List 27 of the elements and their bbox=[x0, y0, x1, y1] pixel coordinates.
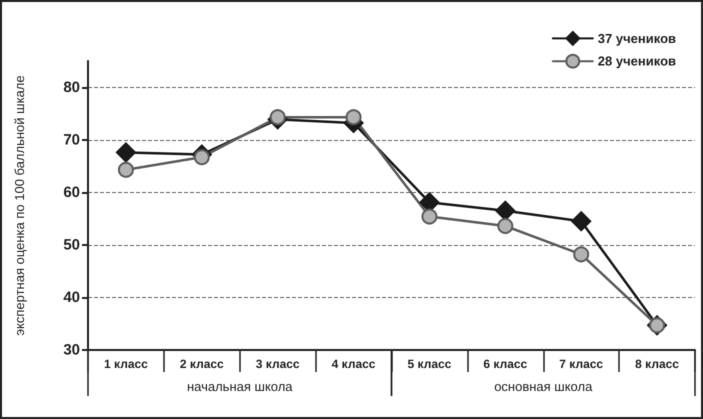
y-tick-label: 80 bbox=[63, 78, 80, 96]
legend-label: 37 учеников bbox=[598, 30, 676, 46]
x-tick-label: 2 класс bbox=[180, 357, 224, 371]
x-tick-label: 7 класс bbox=[559, 357, 604, 371]
y-tick-label: 60 bbox=[63, 184, 80, 201]
text: основная школа bbox=[494, 379, 594, 394]
y-tick-label: 40 bbox=[63, 288, 80, 306]
text: начальная школа bbox=[186, 379, 294, 394]
x-tick-label: 1 класс bbox=[104, 357, 148, 371]
y-tick-label: 50 bbox=[63, 236, 80, 254]
x-tick-label: 4 класс bbox=[332, 357, 376, 371]
legend-label: 28 учеников bbox=[598, 54, 676, 69]
point bbox=[573, 246, 590, 262]
point bbox=[497, 218, 514, 234]
y-axis-title: экспертная оценка по 100 балльной шкале bbox=[12, 75, 27, 336]
x-tick-label: 6 класс bbox=[483, 357, 528, 371]
x-tick-label: 8 класс bbox=[635, 357, 680, 371]
x-tick-label: 3 класс bbox=[256, 357, 300, 371]
y-tick-label: 30 bbox=[63, 342, 80, 358]
point bbox=[571, 211, 592, 232]
point bbox=[116, 142, 136, 162]
x-tick-label: 5 класс bbox=[408, 357, 452, 371]
point bbox=[118, 162, 134, 178]
point bbox=[421, 208, 438, 225]
point bbox=[346, 109, 362, 126]
y-tick-label: 70 bbox=[63, 131, 80, 148]
point bbox=[194, 149, 210, 166]
